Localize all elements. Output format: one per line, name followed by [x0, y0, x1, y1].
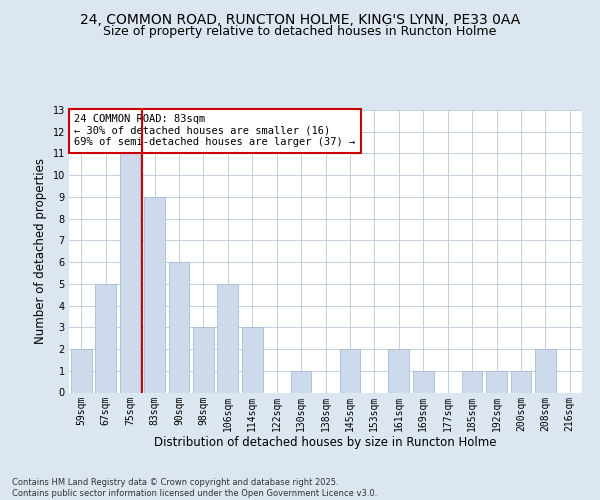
Bar [290, 371, 311, 392]
Bar [340, 349, 361, 393]
Bar [461, 371, 482, 392]
Bar [535, 349, 556, 393]
Bar [95, 284, 116, 393]
Bar [217, 284, 238, 393]
Text: Contains HM Land Registry data © Crown copyright and database right 2025.
Contai: Contains HM Land Registry data © Crown c… [12, 478, 377, 498]
Bar [71, 349, 92, 393]
Bar [193, 328, 214, 392]
Text: Size of property relative to detached houses in Runcton Holme: Size of property relative to detached ho… [103, 25, 497, 38]
Bar [486, 371, 507, 392]
Bar [169, 262, 190, 392]
Bar [388, 349, 409, 393]
Text: 24 COMMON ROAD: 83sqm
← 30% of detached houses are smaller (16)
69% of semi-deta: 24 COMMON ROAD: 83sqm ← 30% of detached … [74, 114, 355, 148]
Bar [413, 371, 434, 392]
Bar [511, 371, 532, 392]
Bar [242, 328, 263, 392]
Bar [144, 197, 165, 392]
Y-axis label: Number of detached properties: Number of detached properties [34, 158, 47, 344]
Text: 24, COMMON ROAD, RUNCTON HOLME, KING'S LYNN, PE33 0AA: 24, COMMON ROAD, RUNCTON HOLME, KING'S L… [80, 12, 520, 26]
Bar [119, 154, 140, 392]
X-axis label: Distribution of detached houses by size in Runcton Holme: Distribution of detached houses by size … [154, 436, 497, 449]
